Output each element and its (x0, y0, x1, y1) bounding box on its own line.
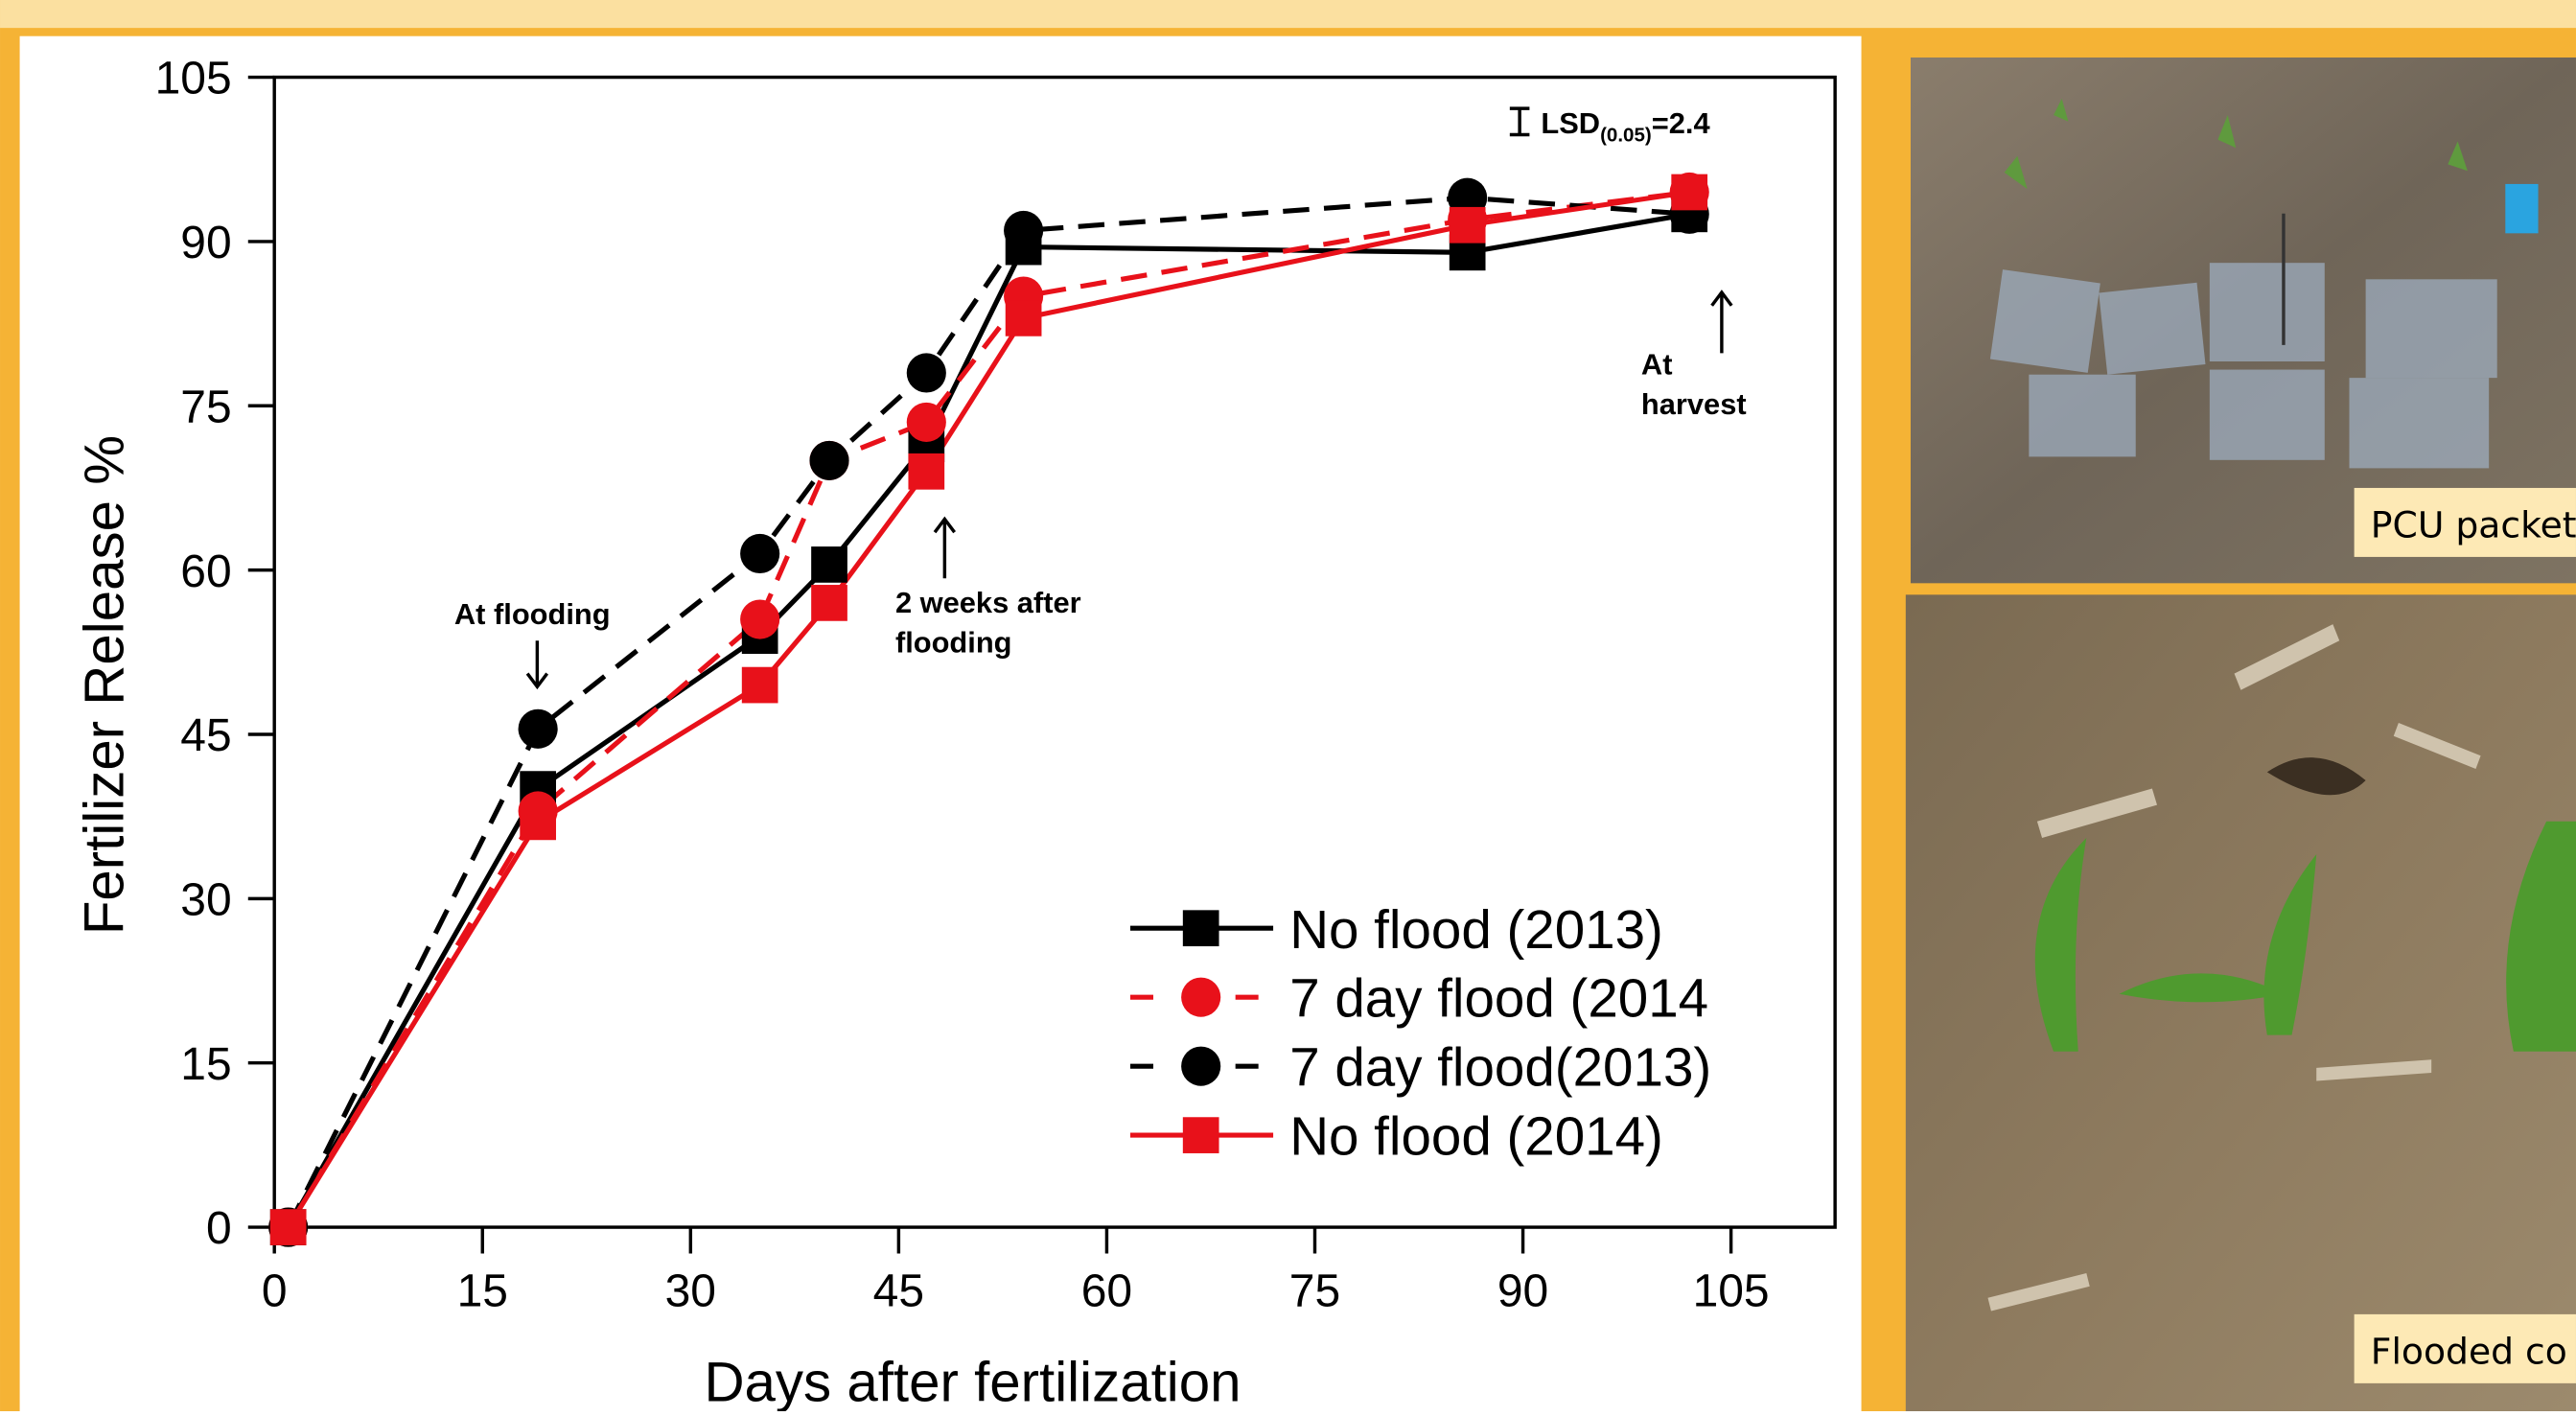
y-tick-label: 105 (155, 54, 232, 104)
data-point (811, 546, 847, 583)
y-axis-label: Fertilizer Release % (74, 435, 136, 935)
photo-caption: Flooded co (2371, 1330, 2567, 1372)
packet (2366, 279, 2497, 378)
data-point (270, 1209, 307, 1245)
legend-marker (1181, 1047, 1220, 1086)
legend-marker (1183, 1117, 1219, 1153)
packet (2210, 263, 2325, 361)
packet (1990, 269, 2100, 373)
lsd-part: (0.05) (1600, 124, 1652, 146)
data-point (811, 585, 847, 621)
data-point (740, 599, 779, 638)
data-point (1006, 300, 1042, 337)
data-point (1004, 211, 1043, 250)
flag (2505, 184, 2538, 233)
x-axis-label: Days after fertilization (704, 1352, 1241, 1411)
x-tick-label: 45 (873, 1265, 924, 1316)
x-tick-label: 90 (1497, 1265, 1548, 1316)
x-tick-label: 30 (665, 1265, 716, 1316)
annotation: At (1641, 348, 1673, 382)
y-tick-label: 30 (180, 874, 231, 925)
packet (2099, 283, 2205, 375)
chart-panel (20, 36, 1862, 1411)
y-tick-label: 45 (180, 710, 231, 761)
photo (1906, 594, 2576, 1411)
y-tick-label: 75 (180, 382, 231, 432)
packet (2349, 378, 2489, 468)
data-point (907, 403, 946, 442)
data-point (907, 353, 946, 392)
annotation: At flooding (454, 597, 611, 631)
x-tick-label: 15 (457, 1265, 508, 1316)
data-point (1671, 174, 1707, 211)
packet (2210, 370, 2325, 460)
poster: 0 15 30 45 60 75 90 105 0 15 30 45 60 75 90 105 Days aft… (0, 0, 2576, 1411)
data-point (908, 453, 944, 490)
lsd-part: =2.4 (1652, 106, 1710, 140)
x-tick-label: 105 (1693, 1265, 1770, 1316)
packet (2029, 375, 2135, 457)
data-point (1450, 207, 1486, 244)
legend-label: No flood (2013) (1289, 899, 1663, 960)
data-point (519, 709, 558, 749)
annotation: harvest (1641, 387, 1747, 421)
x-tick-label: 0 (262, 1265, 288, 1316)
annotation: flooding (895, 625, 1012, 659)
y-tick-label: 60 (180, 546, 231, 597)
data-point (742, 667, 778, 704)
legend-label: 7 day flood(2013) (1289, 1037, 1711, 1098)
x-tick-label: 75 (1289, 1265, 1340, 1316)
legend-marker (1181, 978, 1220, 1017)
lsd-part: LSD (1541, 106, 1600, 140)
legend-label: 7 day flood (2014 (1289, 968, 1708, 1029)
y-tick-label: 90 (180, 218, 231, 268)
legend-marker (1183, 910, 1219, 946)
photo-flooded (1906, 594, 2576, 1411)
annotation: 2 weeks after (895, 586, 1081, 619)
legend-label: No flood (2014) (1289, 1106, 1663, 1167)
title-band (0, 0, 2576, 28)
x-tick-label: 60 (1081, 1265, 1132, 1316)
page: 0 15 30 45 60 75 90 105 0 15 30 45 60 75 90 105 Days aft… (0, 0, 2576, 1411)
y-tick-label: 15 (180, 1039, 231, 1090)
data-point (520, 804, 556, 841)
y-tick-label: 0 (206, 1203, 232, 1254)
data-point (809, 441, 848, 480)
photo-caption: PCU packet (2371, 503, 2576, 546)
data-point (740, 534, 779, 573)
